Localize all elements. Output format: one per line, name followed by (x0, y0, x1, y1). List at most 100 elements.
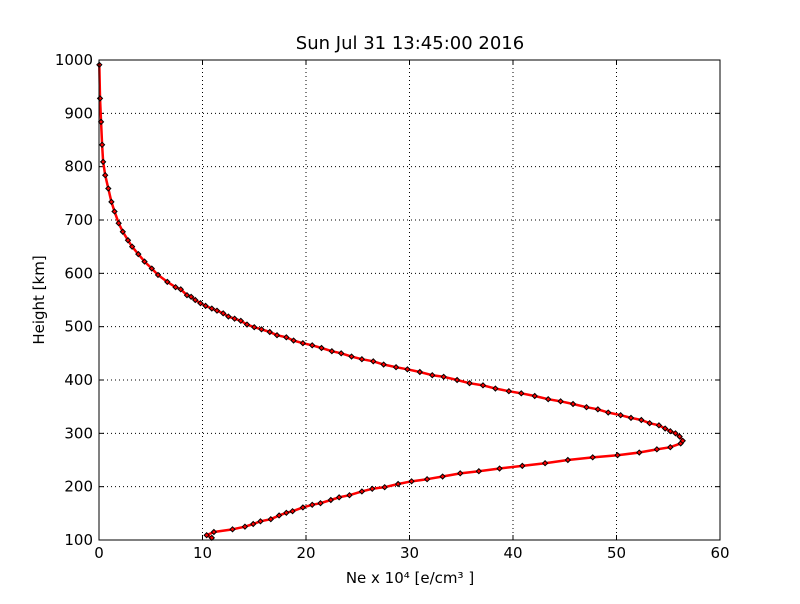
data-point (505, 387, 513, 395)
data-point (557, 398, 564, 405)
data-point (346, 491, 353, 499)
data-point (251, 323, 258, 331)
data-point (317, 499, 324, 507)
x-tick-label: 20 (296, 544, 315, 562)
y-tick-label: 900 (64, 104, 93, 122)
data-point (111, 208, 118, 215)
data-point (250, 520, 257, 528)
plot-frame (98, 59, 721, 541)
x-tick-label: 0 (94, 544, 104, 562)
data-point (202, 302, 209, 310)
data-point (667, 427, 674, 435)
series-ne-profile (96, 61, 686, 542)
data-point (208, 305, 216, 312)
data-point (257, 518, 264, 525)
data-point (275, 512, 283, 519)
axis-ticks: 0 10 20 30 40 50 60 100 200 300 400 500 600 700 800 900… (55, 51, 730, 562)
data-point (335, 494, 343, 501)
data-point (231, 315, 238, 322)
data-point (119, 228, 127, 235)
data-point (327, 496, 335, 504)
data-point (594, 406, 602, 413)
y-axis-label: Height [km] (30, 255, 48, 344)
data-point (96, 95, 104, 102)
data-point (392, 363, 400, 371)
data-point (102, 171, 109, 179)
y-tick-label: 800 (64, 158, 93, 176)
data-point (328, 347, 336, 355)
data-point (358, 355, 366, 363)
data-point (492, 385, 499, 392)
data-point (676, 433, 683, 440)
data-point (667, 443, 674, 451)
data-point (531, 392, 538, 400)
data-point (544, 395, 552, 403)
y-tick-label: 400 (64, 371, 93, 389)
y-tick-label: 700 (64, 211, 93, 229)
data-point (187, 293, 195, 301)
data-point (636, 449, 643, 456)
data-point (337, 350, 345, 357)
data-point (541, 459, 549, 467)
data-point (128, 243, 136, 250)
data-point (564, 456, 572, 464)
data-point (661, 425, 669, 432)
data-point (569, 400, 577, 408)
data-point (243, 321, 251, 328)
data-point (653, 446, 661, 453)
data-point (283, 334, 290, 341)
data-point (638, 416, 645, 424)
x-axis-label: Ne x 10⁴ [e/cm³ ] (346, 569, 474, 587)
data-point (115, 219, 122, 227)
data-point (475, 467, 483, 475)
data-point (672, 430, 679, 437)
data-point (457, 470, 464, 477)
data-point (309, 501, 316, 509)
data-point (404, 366, 411, 373)
y-tick-label: 100 (64, 531, 93, 549)
data-point (453, 376, 461, 384)
data-point (283, 509, 290, 517)
data-point (423, 475, 431, 483)
series-line (98, 64, 684, 539)
data-point (135, 250, 142, 258)
data-point (348, 353, 355, 360)
data-point (219, 310, 227, 317)
data-point (583, 403, 590, 411)
data-point (229, 526, 236, 533)
data-point (267, 515, 275, 523)
data-point (299, 339, 307, 347)
data-point (177, 286, 184, 293)
data-point (440, 373, 447, 381)
data-point (289, 507, 296, 515)
data-point (617, 411, 624, 419)
y-tick-label: 500 (64, 318, 93, 336)
data-point (213, 307, 221, 314)
data-point (479, 382, 487, 389)
x-tick-label: 10 (193, 544, 212, 562)
chart-title: Sun Jul 31 13:45:00 2016 (296, 33, 524, 54)
x-tick-label: 40 (503, 544, 522, 562)
x-tick-label: 50 (607, 544, 626, 562)
data-point (164, 278, 171, 286)
y-tick-label: 300 (64, 424, 93, 442)
y-tick-label: 600 (64, 264, 93, 282)
data-point (519, 462, 526, 470)
data-point (466, 379, 473, 387)
data-point (203, 531, 210, 539)
data-point (105, 185, 112, 192)
data-point (655, 422, 663, 429)
data-point (99, 158, 107, 166)
data-point (646, 419, 653, 427)
data-point (408, 478, 415, 485)
data-point (605, 409, 612, 416)
y-tick-label: 200 (64, 478, 93, 496)
data-point (225, 313, 232, 320)
data-point (439, 473, 446, 480)
data-point (210, 528, 218, 536)
data-point (97, 118, 105, 126)
data-point (183, 291, 191, 299)
data-point (370, 358, 377, 365)
data-point (299, 504, 307, 511)
data-point (172, 283, 179, 291)
